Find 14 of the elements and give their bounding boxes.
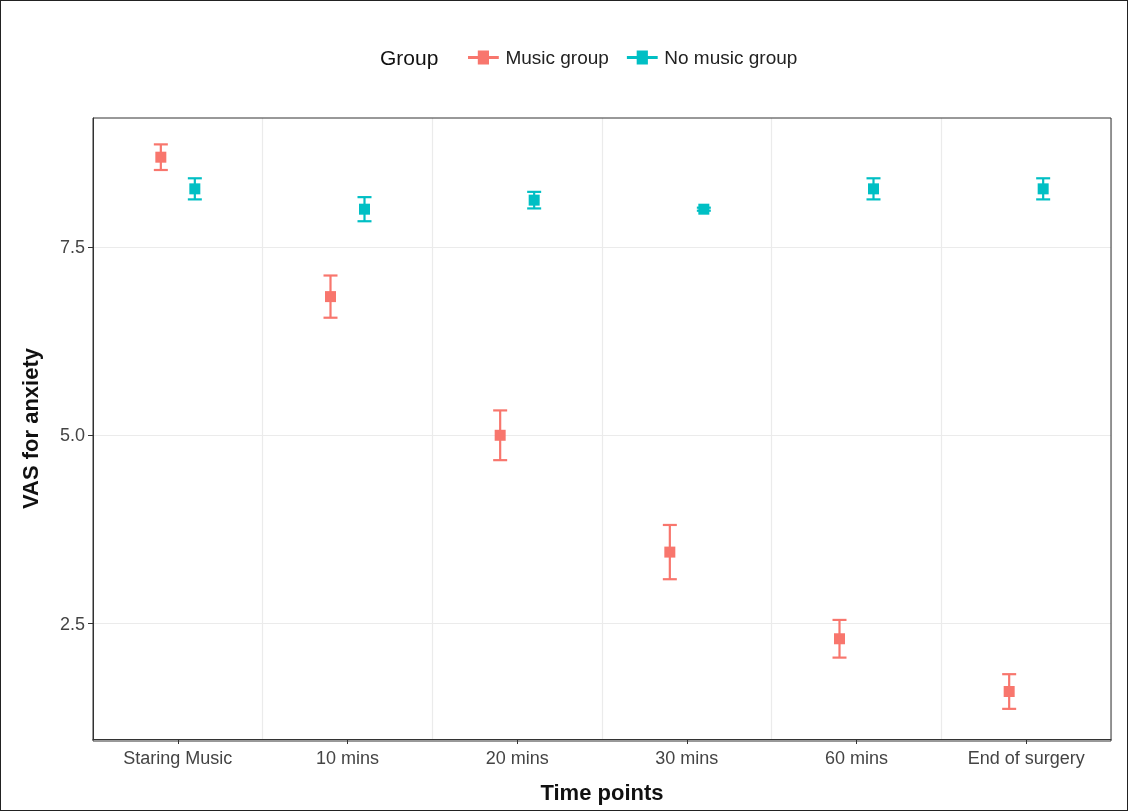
x-tick-label: Staring Music [123,748,233,768]
y-axis-title: VAS for anxiety [17,347,43,509]
x-tick-label: End of surgery [967,748,1085,768]
x-tick-label: 10 mins [315,748,380,768]
x-tick-label: 30 mins [655,748,719,768]
legend-label: No music group [664,47,798,68]
x-axis-title: Time points [540,779,664,805]
y-tick-label: 7.5 [59,236,85,257]
legend-label: Music group [505,47,609,68]
x-tick-label: 20 mins [485,748,549,768]
x-tick-label: 60 mins [824,748,889,768]
y-tick-label: 5.0 [59,425,85,446]
legend-title: Group [380,46,439,69]
y-tick-label: 2.5 [59,613,85,634]
